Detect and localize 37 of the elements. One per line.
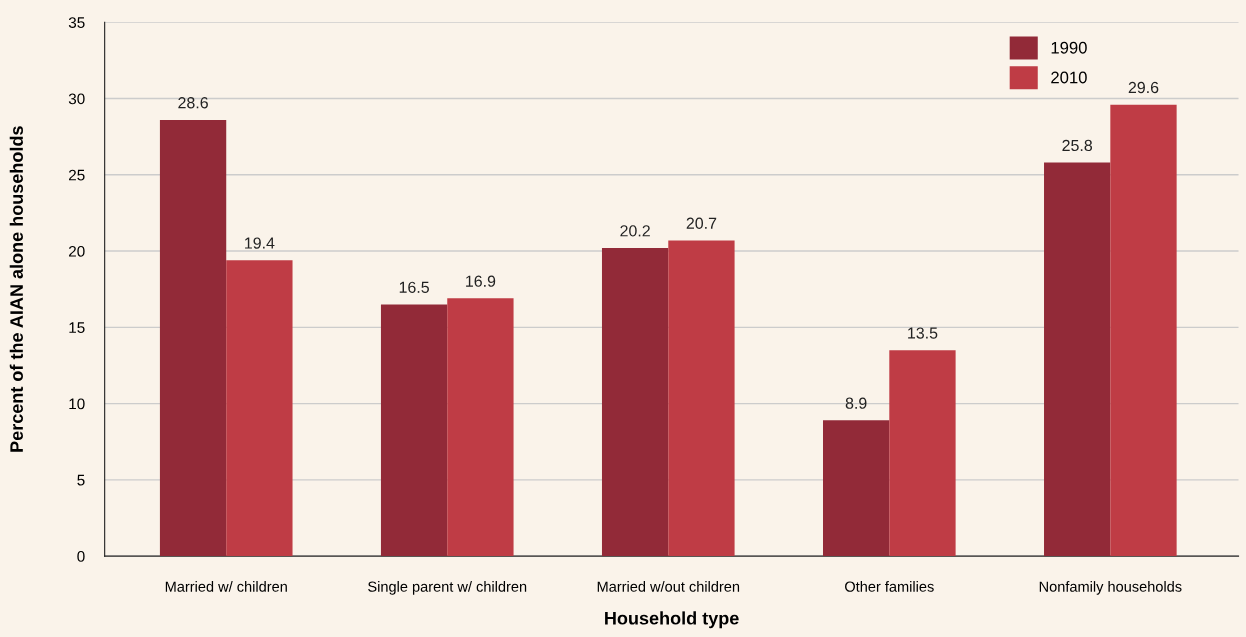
- data-label: 28.6: [178, 97, 208, 109]
- bar: [447, 298, 514, 557]
- data-label: 16.9: [466, 275, 496, 287]
- bar: [823, 420, 890, 557]
- y-tick-label: 5: [77, 474, 85, 486]
- y-tick-label: 20: [69, 245, 85, 257]
- x-tick-label: Nonfamily households: [1039, 581, 1182, 595]
- x-tick-label: Married w/out children: [597, 581, 740, 592]
- bar: [159, 119, 227, 557]
- legend-label: 1990: [1051, 41, 1087, 54]
- data-label: 19.4: [245, 237, 275, 249]
- x-tick-label: Other families: [845, 581, 934, 592]
- data-label: 29.6: [1128, 81, 1159, 94]
- bar: [668, 240, 735, 557]
- y-tick-label: 35: [68, 17, 85, 28]
- y-tick-label: 30: [68, 93, 85, 105]
- bar: [380, 304, 448, 557]
- data-label: 13.5: [908, 327, 938, 339]
- x-tick-label: Married w/ children: [165, 581, 287, 592]
- bar: [1044, 162, 1111, 557]
- data-label: 25.8: [1062, 139, 1093, 152]
- y-axis-title: Percent of the AIAN alone households: [9, 126, 23, 452]
- bar: [601, 248, 669, 557]
- data-label: 16.5: [399, 281, 429, 293]
- y-tick-label: 10: [69, 398, 85, 410]
- y-tick-label: 0: [77, 550, 85, 562]
- data-label: 20.7: [686, 217, 717, 229]
- bar: [226, 260, 293, 557]
- bar: [889, 350, 956, 557]
- bar: [1110, 104, 1177, 557]
- y-tick-label: 25: [69, 169, 85, 181]
- data-label: 20.2: [620, 225, 650, 237]
- data-label: 8.9: [845, 397, 867, 409]
- x-tick-label: Single parent w/ children: [368, 581, 527, 595]
- x-axis-title: Household type: [605, 611, 739, 629]
- legend-label: 2010: [1051, 71, 1087, 84]
- y-tick-label: 15: [69, 322, 85, 334]
